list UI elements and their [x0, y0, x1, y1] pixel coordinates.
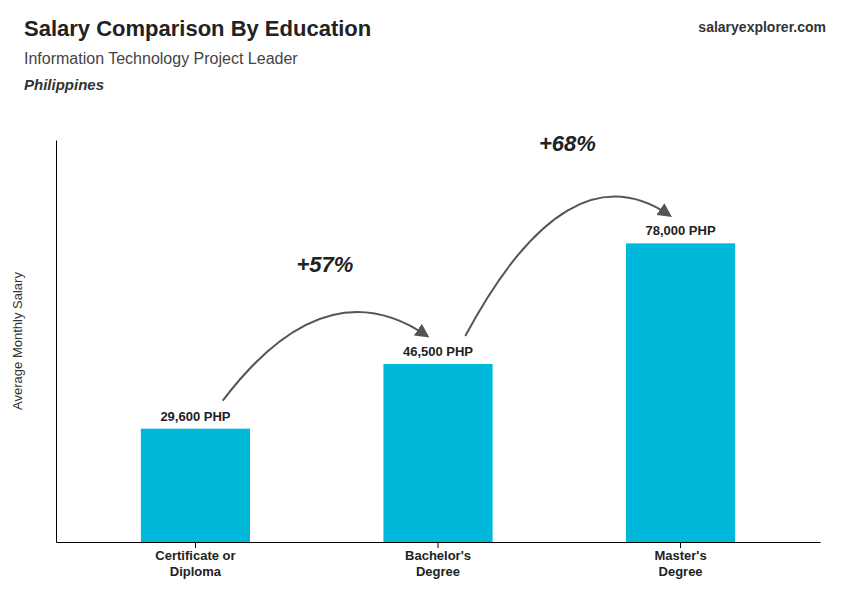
growth-label: +68%	[539, 131, 596, 156]
title: Salary Comparison By Education	[24, 16, 371, 41]
x-tick-label: Certificate orDiploma	[155, 548, 235, 579]
x-tick-mark	[680, 542, 681, 548]
bars	[141, 243, 735, 542]
x-tick: Master'sDegree	[654, 542, 706, 579]
website: salaryexplorer.com	[698, 19, 826, 35]
value-label: 46,500 PHP	[403, 344, 473, 359]
plot: Certificate orDiploma Bachelor'sDegree Mas…	[57, 131, 821, 579]
chart: Salary Comparison By Education Informatio…	[0, 0, 850, 606]
bar	[626, 243, 735, 542]
y-axis-title: Average Monthly Salary	[10, 272, 25, 410]
value-label: 29,600 PHP	[160, 409, 230, 424]
bar	[383, 364, 492, 542]
bar	[141, 429, 250, 542]
country: Philippines	[24, 76, 104, 93]
growth-label: +57%	[296, 252, 353, 277]
x-tick-label: Master'sDegree	[654, 548, 706, 579]
x-tick: Bachelor'sDegree	[405, 542, 471, 579]
x-tick-mark	[438, 542, 439, 548]
growth-arrow	[465, 197, 669, 336]
x-tick-mark	[195, 542, 196, 548]
y-axis-line	[56, 141, 57, 543]
x-tick: Certificate orDiploma	[155, 542, 235, 579]
subtitle: Information Technology Project Leader	[24, 50, 298, 67]
y-axis	[56, 141, 57, 543]
x-axis: Certificate orDiploma Bachelor'sDegree Mas…	[57, 542, 821, 579]
value-label: 78,000 PHP	[645, 223, 715, 238]
growth-arrow	[223, 312, 427, 401]
x-tick-label: Bachelor'sDegree	[405, 548, 471, 579]
